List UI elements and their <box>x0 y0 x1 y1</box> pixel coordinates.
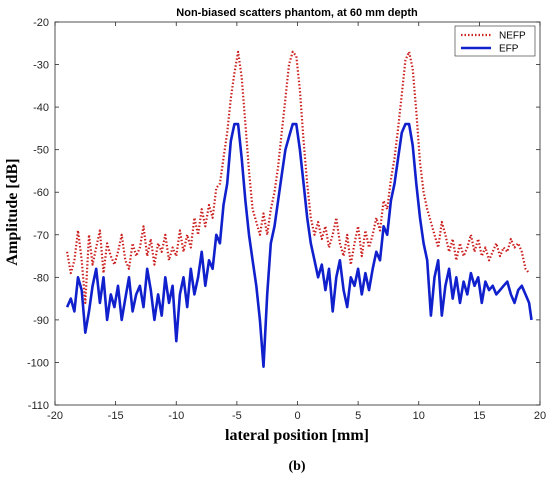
legend-label-efp: EFP <box>499 44 519 55</box>
x-axis-label: lateral position [mm] <box>225 427 369 444</box>
x-tick-label: -15 <box>108 410 124 422</box>
plot-area: -20 -15 -10 -5 0 5 10 15 20-110-100-90-80-70-60-… <box>27 17 546 422</box>
x-tick-label: -10 <box>168 410 184 422</box>
x-tick-label: 20 <box>534 410 546 422</box>
y-axis-label: Amplitude [dB] <box>4 158 21 265</box>
x-tick-label: 15 <box>473 410 485 422</box>
y-tick-label: -110 <box>28 400 49 412</box>
y-tick-label: -80 <box>33 272 49 284</box>
x-tick-label: 10 <box>413 410 425 422</box>
y-tick-label: -90 <box>33 315 49 327</box>
legend-label-nefp: NEFP <box>499 31 526 42</box>
series-line-efp <box>65 122 533 368</box>
y-tick-label: -40 <box>33 102 49 114</box>
chart-title: Non-biased scatters phantom, at 60 mm de… <box>176 7 418 19</box>
x-tick-label: 5 <box>355 410 361 422</box>
legend-box <box>454 25 536 57</box>
y-tick-label: -30 <box>33 60 49 72</box>
x-tick-label: 0 <box>294 410 300 422</box>
plot-box <box>54 21 541 406</box>
figure-caption: (b) <box>288 459 305 474</box>
y-tick-label: -20 <box>33 17 49 29</box>
y-tick-label: -70 <box>33 230 49 242</box>
x-tick-label: -20 <box>47 410 63 422</box>
y-tick-label: -100 <box>27 357 49 369</box>
x-tick-label: -5 <box>232 410 242 422</box>
series-line-nefp <box>66 50 530 304</box>
y-tick-label: -60 <box>33 187 49 199</box>
y-tick-label: -50 <box>33 145 49 157</box>
